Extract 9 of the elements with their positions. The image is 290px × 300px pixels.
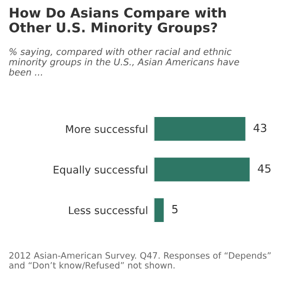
text: 2012 Asian-American Survey. Q47. Responses of “Depends” and “Don’t know/Refused” not shown. bbox=[9, 252, 271, 270]
chart-title: How Do Asians Compare with Other U.S. Minority Groups? bbox=[9, 8, 226, 36]
chart-subtitle: % saying, compared with other racial and ethnic minority groups in the U.S., Asian Americans have been ... bbox=[9, 48, 240, 76]
y-tick-label: More successful bbox=[66, 124, 148, 134]
data-label: 5 bbox=[172, 205, 178, 214]
data-label: 45 bbox=[258, 164, 270, 173]
y-tick-label: Equally successful bbox=[54, 166, 148, 176]
data-label: 43 bbox=[254, 124, 266, 132]
y-tick-label: Less successful bbox=[69, 206, 148, 214]
